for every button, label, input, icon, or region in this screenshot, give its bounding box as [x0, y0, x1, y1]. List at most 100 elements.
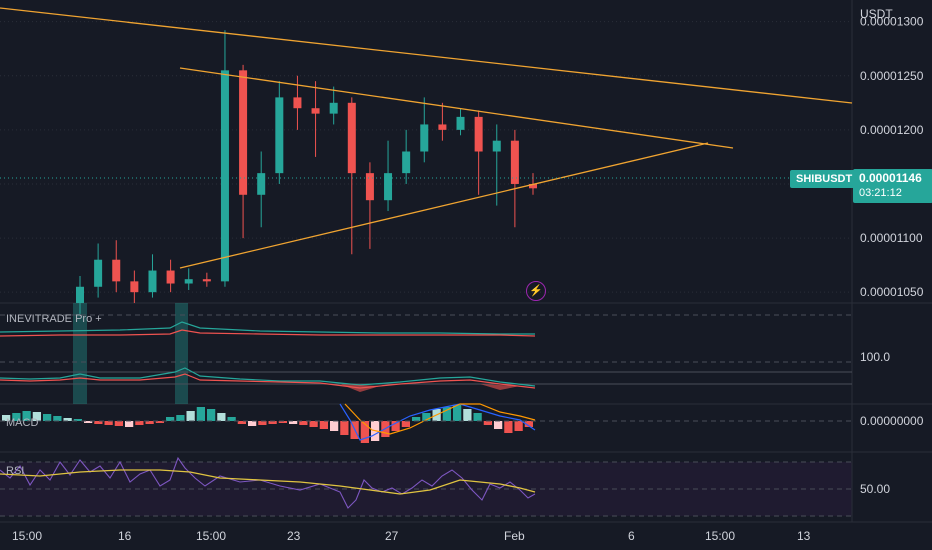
inevitrade-green-line: [0, 321, 535, 335]
macd-bar: [166, 417, 175, 421]
price-axis[interactable]: 0.000013000.000012500.000012000.00001150…: [860, 15, 924, 300]
signal-highlight: [175, 303, 188, 404]
candle-body: [148, 270, 157, 293]
macd-bar: [94, 421, 103, 424]
time-tick-label: Feb: [504, 529, 525, 543]
macd-bar: [176, 415, 185, 421]
macd-pane-title[interactable]: MACD: [6, 417, 38, 429]
inevitrade-axis-label: 100.0: [860, 350, 890, 364]
candle-body: [510, 140, 519, 184]
macd-bar: [217, 413, 226, 421]
macd-bar: [360, 421, 369, 443]
macd-bar: [391, 421, 400, 431]
candle-body: [402, 151, 411, 174]
macd-bar: [330, 421, 339, 431]
macd-bar: [84, 421, 93, 423]
candle-body: [438, 124, 447, 130]
candle-body: [130, 281, 139, 293]
time-tick-label: 6: [628, 529, 635, 543]
macd-bar: [22, 411, 31, 421]
candle-body: [166, 270, 175, 284]
candle-body: [365, 173, 374, 201]
candle-body: [311, 108, 320, 114]
trendline-upper-inner[interactable]: [179, 67, 734, 149]
macd-bar: [114, 421, 123, 426]
candle-body: [474, 116, 483, 152]
price-tick-label: 0.00001300: [860, 15, 924, 29]
macd-bar: [237, 421, 246, 424]
macd-bar: [442, 407, 451, 421]
macd-bar: [125, 421, 134, 427]
macd-bar: [473, 413, 482, 421]
candle-body: [420, 124, 429, 152]
candle-body: [257, 173, 266, 195]
macd-bar: [278, 421, 287, 423]
price-tick-label: 0.00001200: [860, 123, 924, 137]
macd-bar: [145, 421, 154, 424]
macd-bar: [309, 421, 318, 427]
trendline-upper-outer[interactable]: [0, 7, 853, 104]
trendline-lower[interactable]: [179, 142, 709, 269]
macd-bar: [289, 421, 298, 424]
time-tick-label: 15:00: [196, 529, 226, 543]
quote-unit-label: USDT: [860, 7, 893, 21]
inevitrade-red-line: [0, 329, 536, 337]
inevitrade-osc-teal: [0, 367, 536, 387]
macd-bar: [43, 414, 52, 421]
macd-bar: [268, 421, 277, 424]
macd-bar: [504, 421, 513, 433]
candle-body: [275, 97, 284, 174]
macd-bar: [2, 415, 11, 421]
time-tick-label: 15:00: [705, 529, 735, 543]
macd-bar: [135, 421, 144, 425]
rsi-line: [0, 456, 536, 509]
candle-body: [202, 279, 211, 282]
macd-bar: [104, 421, 113, 425]
last-price-tag: 0.00001146 03:21:12: [853, 169, 932, 203]
macd-bar: [299, 421, 308, 425]
inevitrade-pane-title[interactable]: INEVITRADE Pro +: [6, 313, 102, 325]
macd-bar: [63, 418, 72, 421]
macd-bar: [514, 421, 523, 431]
macd-bar: [186, 411, 195, 421]
candle-body: [94, 259, 103, 287]
candle-body: [184, 279, 193, 284]
candle-body: [492, 140, 501, 152]
candle-body: [347, 102, 356, 174]
rsi-axis-label: 50.00: [860, 482, 890, 496]
lightning-icon[interactable]: ⚡: [526, 281, 546, 301]
macd-bar: [340, 421, 349, 435]
candle-body: [529, 183, 537, 189]
inevitrade-pane: [0, 303, 852, 404]
time-tick-label: 15:00: [12, 529, 42, 543]
macd-bar: [12, 413, 21, 421]
macd-bar: [422, 413, 431, 421]
price-tick-label: 0.00001250: [860, 69, 924, 83]
candle-body: [76, 286, 84, 303]
macd-bar: [207, 409, 216, 421]
macd-bar: [401, 421, 410, 427]
macd-bar: [248, 421, 257, 426]
candlestick-series: [76, 30, 537, 314]
candle-body: [456, 116, 465, 130]
inevitrade-lines: [0, 314, 852, 392]
macd-bar: [494, 421, 503, 429]
macd-bar: [32, 412, 41, 421]
macd-bar: [483, 421, 492, 425]
macd-bar: [524, 421, 533, 427]
macd-pane: [0, 404, 852, 452]
macd-bar: [53, 416, 62, 421]
macd-bar: [258, 421, 267, 425]
candle-body: [112, 259, 121, 282]
time-axis[interactable]: 15:00 16 15:00 23 27 Feb 6 15:00 13: [12, 529, 811, 543]
price-tick-label: 0.00001100: [860, 231, 923, 245]
rsi-pane-title[interactable]: RSI: [6, 465, 24, 477]
inevitrade-osc-red: [0, 373, 536, 389]
candle-body: [220, 70, 229, 282]
time-tick-label: 13: [797, 529, 811, 543]
macd-bar: [463, 409, 472, 421]
macd-bar: [73, 419, 82, 421]
candle-body: [384, 173, 393, 201]
candle-body: [239, 70, 248, 195]
